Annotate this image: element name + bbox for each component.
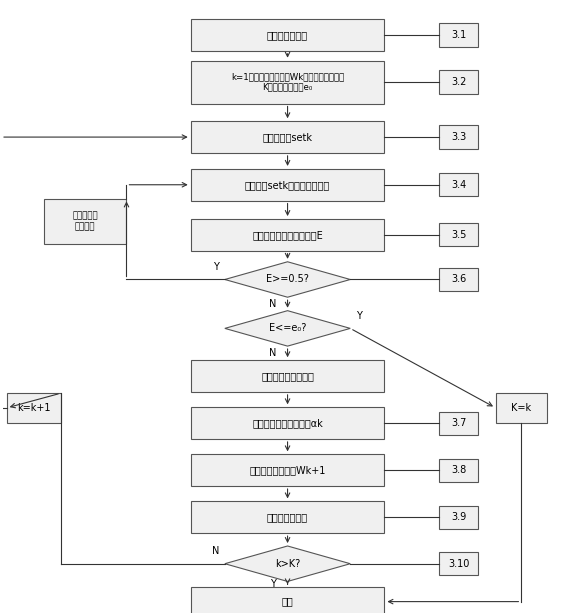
Text: E>=0.5?: E>=0.5?: [266, 274, 309, 284]
Text: 放弃当前基
元分类器: 放弃当前基 元分类器: [72, 212, 98, 231]
Text: Y: Y: [214, 262, 219, 272]
FancyBboxPatch shape: [439, 71, 478, 94]
Text: N: N: [269, 299, 276, 309]
FancyBboxPatch shape: [439, 268, 478, 291]
FancyBboxPatch shape: [439, 23, 478, 47]
Text: 3.6: 3.6: [451, 274, 466, 284]
FancyBboxPatch shape: [191, 588, 385, 614]
FancyBboxPatch shape: [439, 173, 478, 196]
Text: 3.9: 3.9: [451, 512, 466, 523]
FancyBboxPatch shape: [439, 459, 478, 482]
FancyBboxPatch shape: [439, 506, 478, 529]
Text: 结束: 结束: [282, 597, 293, 607]
Text: Y: Y: [356, 311, 362, 321]
FancyBboxPatch shape: [191, 360, 385, 392]
Text: Y: Y: [270, 580, 276, 589]
FancyBboxPatch shape: [191, 19, 385, 51]
FancyBboxPatch shape: [191, 121, 385, 153]
FancyBboxPatch shape: [191, 407, 385, 439]
Text: k=1，初始化样本权重Wk，最大分类器个数
K，系统误差阈值e₀: k=1，初始化样本权重Wk，最大分类器个数 K，系统误差阈值e₀: [231, 72, 344, 91]
Text: N: N: [269, 348, 276, 358]
Text: 3.1: 3.1: [451, 30, 466, 40]
FancyBboxPatch shape: [191, 219, 385, 251]
FancyBboxPatch shape: [495, 393, 547, 422]
Text: k>K?: k>K?: [275, 559, 300, 569]
Text: 计算基元分类器投票权αk: 计算基元分类器投票权αk: [252, 418, 323, 428]
Polygon shape: [225, 546, 350, 581]
Text: k=k+1: k=k+1: [17, 403, 51, 413]
Text: E<=e₀?: E<=e₀?: [269, 324, 307, 333]
Text: 3.7: 3.7: [451, 418, 466, 428]
FancyBboxPatch shape: [191, 454, 385, 486]
Text: 3.10: 3.10: [448, 559, 470, 569]
Text: 用训练集setk训练基元分类器: 用训练集setk训练基元分类器: [245, 180, 330, 190]
Text: K=k: K=k: [511, 403, 532, 413]
Text: 抽取训练集setk: 抽取训练集setk: [262, 132, 313, 142]
Text: 3.3: 3.3: [451, 132, 466, 142]
Text: 保存当前基元分类器: 保存当前基元分类器: [261, 371, 314, 381]
FancyBboxPatch shape: [191, 169, 385, 201]
FancyBboxPatch shape: [44, 198, 126, 244]
Text: 3.2: 3.2: [451, 77, 466, 87]
FancyBboxPatch shape: [439, 411, 478, 435]
Text: N: N: [212, 546, 219, 556]
Text: 3.8: 3.8: [451, 465, 466, 475]
Text: 构建训练样本对: 构建训练样本对: [267, 30, 308, 40]
Text: 3.4: 3.4: [451, 180, 466, 190]
FancyBboxPatch shape: [191, 61, 385, 104]
FancyBboxPatch shape: [191, 502, 385, 533]
FancyBboxPatch shape: [7, 393, 61, 422]
Text: 更新样本权重分布Wk+1: 更新样本权重分布Wk+1: [249, 465, 325, 475]
Polygon shape: [225, 262, 350, 297]
Text: 样本权重归一化: 样本权重归一化: [267, 512, 308, 523]
Text: 3.5: 3.5: [451, 230, 466, 240]
FancyBboxPatch shape: [439, 223, 478, 246]
Text: 计算基元分类器分类误差E: 计算基元分类器分类误差E: [252, 230, 323, 240]
FancyBboxPatch shape: [439, 552, 478, 575]
FancyBboxPatch shape: [439, 125, 478, 149]
Polygon shape: [225, 311, 350, 346]
